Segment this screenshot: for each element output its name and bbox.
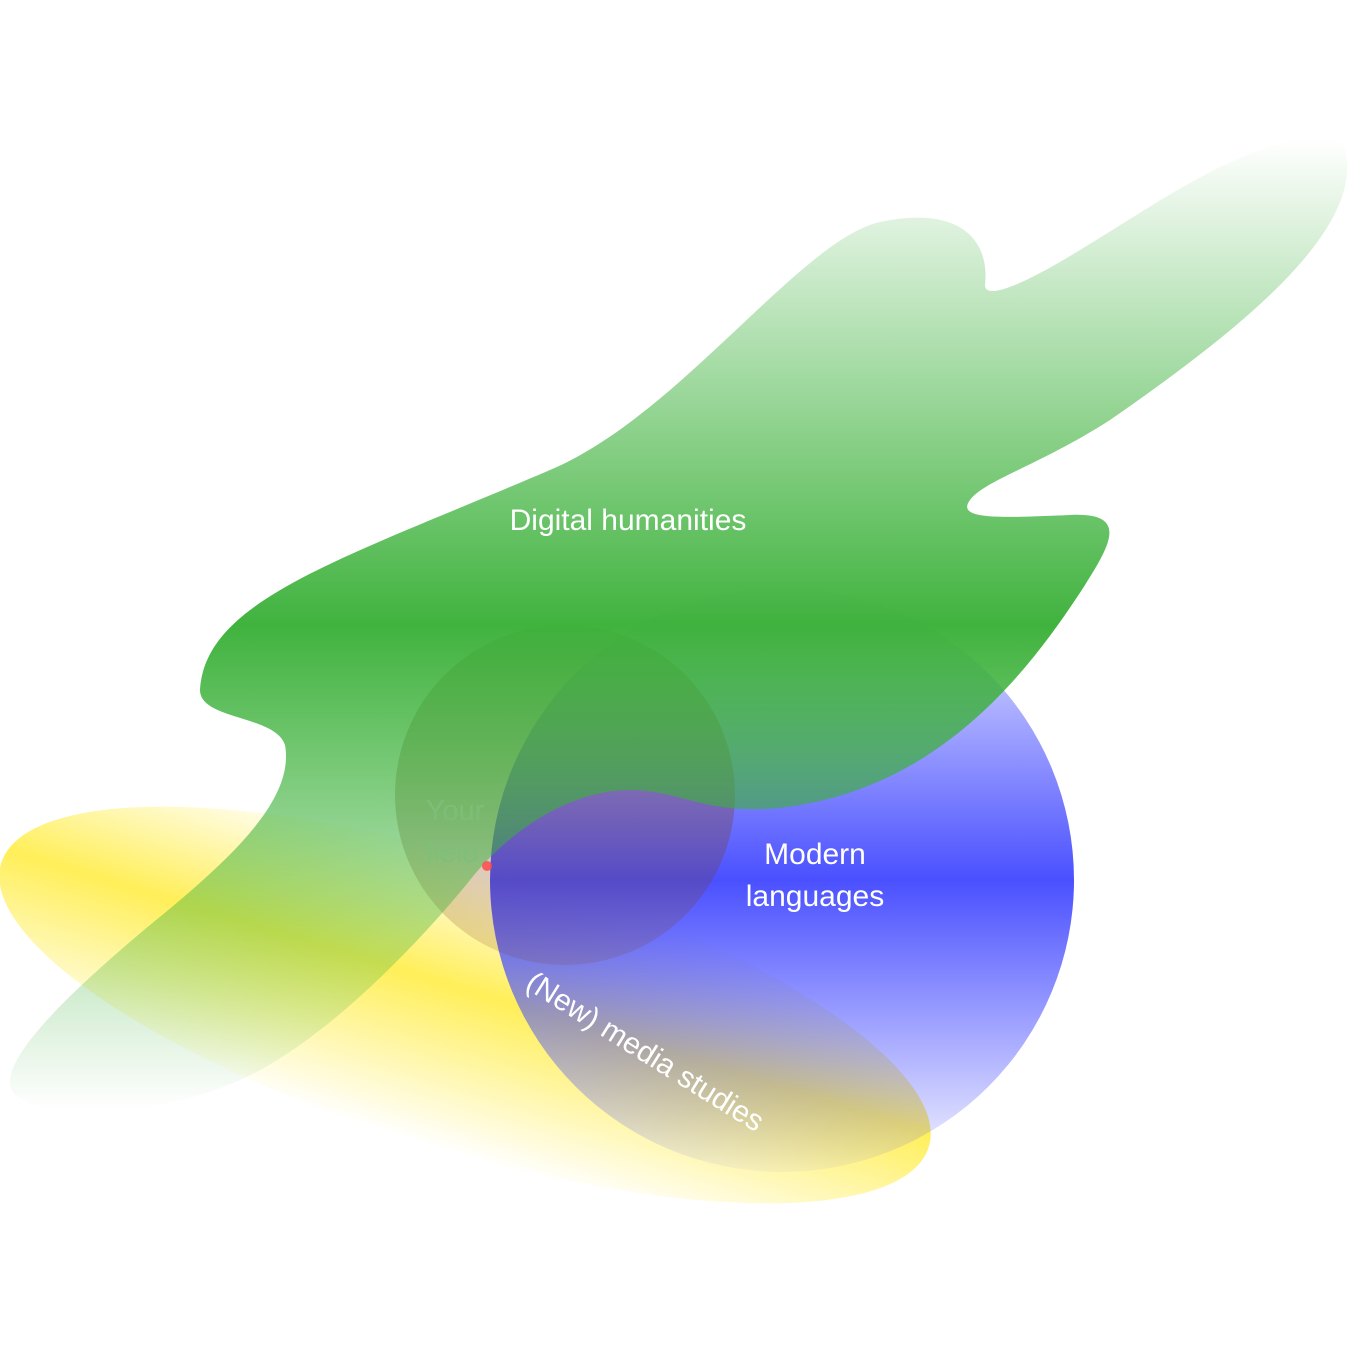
digital-humanities-label: Digital humanities bbox=[510, 504, 747, 537]
your-field-label-line2: field bbox=[425, 837, 478, 869]
intersection-point bbox=[482, 861, 492, 871]
digital-humanities-shape bbox=[9, 137, 1348, 1113]
your-field-label-line1: Your bbox=[426, 795, 485, 827]
modern-languages-label-line2: languages bbox=[746, 880, 884, 913]
modern-languages-label-line1: Modern bbox=[764, 838, 866, 871]
